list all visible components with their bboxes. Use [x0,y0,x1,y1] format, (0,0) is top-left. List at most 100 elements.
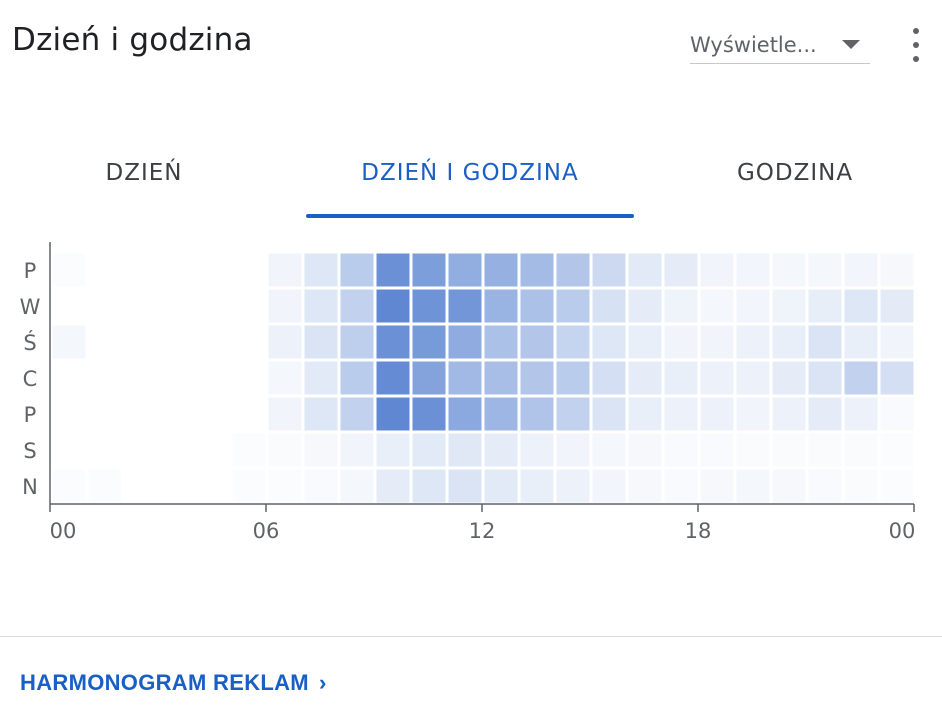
heatmap-cell[interactable] [556,469,590,503]
heatmap-cell[interactable] [772,469,806,503]
heatmap-cell[interactable] [340,253,374,287]
heatmap-cell[interactable] [520,325,554,359]
heatmap-cell[interactable] [772,361,806,395]
heatmap-cell[interactable] [664,469,698,503]
tab-day[interactable]: DZIEŃ [105,160,183,186]
heatmap-cell[interactable] [880,253,914,287]
heatmap-cell[interactable] [448,397,482,431]
heatmap-cell[interactable] [592,433,626,467]
heatmap-cell[interactable] [304,397,338,431]
heatmap-cell[interactable] [412,361,446,395]
heatmap-cell[interactable] [664,397,698,431]
heatmap-cell[interactable] [664,325,698,359]
heatmap-cell[interactable] [340,325,374,359]
heatmap-cell[interactable] [412,397,446,431]
heatmap-cell[interactable] [233,434,266,467]
heatmap-cell[interactable] [664,289,698,323]
heatmap-cell[interactable] [52,325,86,359]
heatmap-cell[interactable] [304,253,338,287]
heatmap-cell[interactable] [700,361,734,395]
heatmap-cell[interactable] [628,361,662,395]
heatmap-cell[interactable] [881,434,914,467]
heatmap-cell[interactable] [628,289,662,323]
heatmap-cell[interactable] [736,397,770,431]
heatmap-cell[interactable] [772,253,806,287]
heatmap-cell[interactable] [772,325,806,359]
heatmap-cell[interactable] [448,361,482,395]
heatmap-cell[interactable] [520,469,554,503]
heatmap-cell[interactable] [881,470,914,503]
heatmap-cell[interactable] [809,434,842,467]
heatmap-cell[interactable] [808,325,842,359]
heatmap-cell[interactable] [844,397,878,431]
heatmap-cell[interactable] [448,469,482,503]
heatmap-cell[interactable] [340,289,374,323]
heatmap-cell[interactable] [556,433,590,467]
ad-schedule-link[interactable]: HARMONOGRAM REKLAM › [20,670,327,696]
heatmap-cell[interactable] [736,289,770,323]
heatmap-cell[interactable] [376,397,410,431]
heatmap-cell[interactable] [556,361,590,395]
heatmap-cell[interactable] [700,397,734,431]
heatmap-cell[interactable] [772,397,806,431]
heatmap-cell[interactable] [845,434,878,467]
heatmap-cell[interactable] [845,470,878,503]
heatmap-cell[interactable] [880,397,914,431]
heatmap-cell[interactable] [700,253,734,287]
heatmap-cell[interactable] [376,289,410,323]
heatmap-cell[interactable] [484,361,518,395]
heatmap-cell[interactable] [376,433,410,467]
tab-hour[interactable]: GODZINA [736,160,854,186]
heatmap-cell[interactable] [448,289,482,323]
heatmap-cell[interactable] [844,289,878,323]
heatmap-cell[interactable] [556,397,590,431]
heatmap-cell[interactable] [412,469,446,503]
heatmap-cell[interactable] [700,433,734,467]
heatmap-cell[interactable] [304,469,338,503]
heatmap-cell[interactable] [808,397,842,431]
heatmap-cell[interactable] [340,361,374,395]
heatmap-cell[interactable] [700,289,734,323]
view-dropdown[interactable]: Wyświetle... [690,30,870,64]
heatmap-cell[interactable] [412,253,446,287]
heatmap-cell[interactable] [700,325,734,359]
tab-day-and-hour[interactable]: DZIEŃ I GODZINA [361,160,579,186]
heatmap-cell[interactable] [736,469,770,503]
heatmap-cell[interactable] [844,253,878,287]
heatmap-cell[interactable] [376,253,410,287]
heatmap-cell[interactable] [376,361,410,395]
heatmap-cell[interactable] [592,397,626,431]
heatmap-cell[interactable] [340,397,374,431]
heatmap-cell[interactable] [520,433,554,467]
heatmap-cell[interactable] [844,361,878,395]
heatmap-cell[interactable] [340,469,374,503]
heatmap-cell[interactable] [448,433,482,467]
heatmap-cell[interactable] [484,253,518,287]
heatmap-cell[interactable] [700,469,734,503]
heatmap-cell[interactable] [556,253,590,287]
heatmap-cell[interactable] [269,470,302,503]
heatmap-cell[interactable] [808,289,842,323]
heatmap-cell[interactable] [880,289,914,323]
heatmap-cell[interactable] [737,434,770,467]
heatmap-cell[interactable] [880,361,914,395]
heatmap-cell[interactable] [592,361,626,395]
heatmap-cell[interactable] [772,289,806,323]
heatmap-cell[interactable] [304,325,338,359]
heatmap-cell[interactable] [376,325,410,359]
heatmap-cell[interactable] [664,361,698,395]
heatmap-cell[interactable] [880,325,914,359]
heatmap-cell[interactable] [808,469,842,503]
heatmap-cell[interactable] [268,289,302,323]
heatmap-cell[interactable] [592,289,626,323]
heatmap-cell[interactable] [628,433,662,467]
heatmap-cell[interactable] [304,289,338,323]
heatmap-cell[interactable] [53,470,86,503]
heatmap-cell[interactable] [736,253,770,287]
heatmap-cell[interactable] [412,325,446,359]
heatmap-cell[interactable] [304,433,338,467]
heatmap-cell[interactable] [520,361,554,395]
heatmap-cell[interactable] [412,289,446,323]
heatmap-cell[interactable] [628,469,662,503]
heatmap-cell[interactable] [628,253,662,287]
